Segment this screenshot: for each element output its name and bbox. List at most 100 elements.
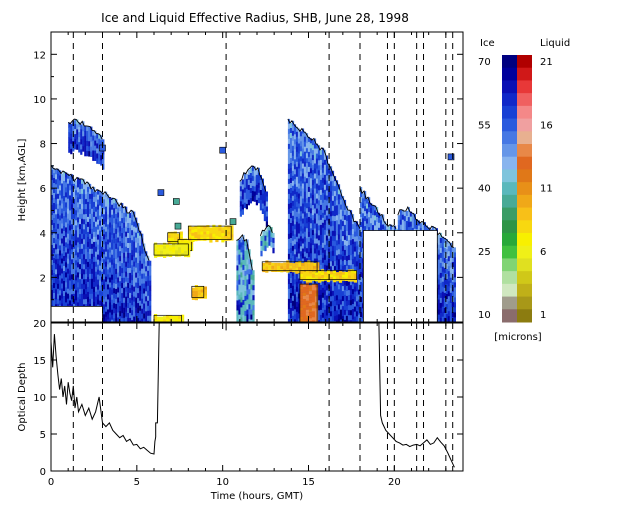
- colorbar-liquid-swatch: [517, 118, 532, 132]
- colorbar-ice-swatch: [502, 182, 517, 196]
- colorbar-ice-swatch: [502, 258, 517, 272]
- colorbar-liquid-swatch: [517, 309, 532, 323]
- liquid-cloud-region: [153, 242, 191, 258]
- liquid-cloud-region: [299, 269, 358, 283]
- cloud-top-outline: [51, 164, 76, 183]
- colorbar-liquid-swatch: [517, 207, 532, 221]
- colorbar-liquid-tick: 6: [540, 247, 546, 258]
- colorbar-ice-swatch: [502, 144, 517, 158]
- colorbar-ice-swatch: [502, 156, 517, 170]
- optical-depth-y-axis-label: Optical Depth: [17, 363, 28, 432]
- cloud-top-outline: [67, 118, 103, 140]
- colorbar-ice-swatch: [502, 118, 517, 132]
- colorbar-liquid-swatch: [517, 220, 532, 234]
- colorbar-ice-swatch: [502, 67, 517, 81]
- no-data-region: [51, 306, 103, 322]
- y-tick-label: 15: [33, 356, 46, 367]
- ice-cloud-region: [236, 233, 255, 322]
- cloud-top-outline: [74, 176, 112, 199]
- colorbar-ice-swatch: [502, 245, 517, 259]
- y-tick-label: 10: [33, 393, 46, 404]
- x-tick-label: 0: [48, 477, 54, 488]
- liquid-cloud-region: [261, 260, 320, 274]
- colorbar-ice-swatch: [502, 309, 517, 323]
- cloud-top-outline: [397, 206, 454, 248]
- x-tick-label: 15: [302, 477, 315, 488]
- cloud-patch: [174, 222, 182, 230]
- y-tick-label: 5: [40, 430, 46, 441]
- cloud-top-outline: [239, 165, 267, 192]
- cloud-patch: [219, 146, 226, 154]
- x-tick-label: 20: [388, 477, 401, 488]
- colorbar-liquid-swatch: [517, 245, 532, 259]
- colorbar-liquid-swatch: [517, 131, 532, 145]
- x-tick-label: 5: [134, 477, 140, 488]
- liquid-cloud-region: [191, 285, 207, 301]
- liquid-cloud-region: [187, 224, 234, 243]
- no-data-region: [363, 230, 438, 322]
- ice-cloud-region: [110, 197, 152, 322]
- y-tick-label: 10: [33, 95, 46, 106]
- ice-cloud-region: [67, 118, 105, 170]
- colorbar-ice-tick: 25: [478, 247, 491, 258]
- y-tick-label: 6: [40, 184, 46, 195]
- colorbar-ice-swatch: [502, 105, 517, 120]
- colorbar: Ice Liquid 70 55 40 25 10 21 16 11 6 1 [microns]: [478, 38, 570, 343]
- y-tick-label: 8: [40, 140, 46, 151]
- optical-depth-axes-frame: [50, 322, 464, 472]
- cloud-top-outline: [110, 197, 150, 261]
- cloud-top-outline: [259, 224, 273, 237]
- colorbar-liquid-tick: 21: [540, 57, 553, 68]
- colorbar-ice-swatch: [502, 93, 517, 107]
- cloud-top-outline: [359, 186, 397, 230]
- colorbar-ice-tick: 40: [478, 184, 491, 195]
- chart-title: Ice and Liquid Effective Radius, SHB, Ju…: [101, 11, 409, 25]
- colorbar-ice-swatch: [502, 55, 517, 69]
- x-axis-label: Time (hours, GMT): [210, 491, 304, 502]
- cloud-top-outline: [287, 118, 361, 229]
- colorbar-ice-swatch: [502, 233, 517, 247]
- cloud-top-outline: [236, 233, 253, 271]
- colorbar-ice-tick: 70: [478, 57, 491, 68]
- colorbar-ice-tick: 10: [478, 310, 491, 321]
- colorbar-liquid-swatch: [517, 67, 532, 81]
- y-tick-label: 12: [33, 50, 46, 61]
- colorbar-ice-swatch: [502, 169, 517, 183]
- cloud-patch: [447, 153, 455, 161]
- colorbar-liquid-swatch: [517, 55, 532, 69]
- colorbar-ice-swatch: [502, 207, 517, 221]
- colorbar-liquid-swatch: [517, 271, 532, 285]
- y-tick-label: 2: [40, 273, 46, 284]
- x-tick-label: 10: [216, 477, 229, 488]
- y-tick-label: 20: [33, 319, 46, 330]
- colorbar-ice-swatch: [502, 271, 517, 285]
- colorbar-units: [microns]: [494, 332, 541, 343]
- effective-radius-panel: 2 4 6 8 10 12 Height [km,AGL]: [17, 31, 464, 323]
- colorbar-ice-swatch: [502, 194, 517, 209]
- colorbar-liquid-swatch: [517, 283, 532, 298]
- colorbar-liquid-swatch: [517, 258, 532, 272]
- colorbar-liquid-swatch: [517, 80, 532, 94]
- ice-cloud-region: [239, 165, 268, 227]
- colorbar-liquid-swatch: [517, 93, 532, 107]
- cloud-patch: [173, 198, 180, 205]
- colorbar-liquid-label: Liquid: [540, 38, 570, 49]
- colorbar-ice-swatch: [502, 131, 517, 145]
- ice-cloud-region: [287, 118, 363, 322]
- colorbar-liquid-swatch: [517, 194, 532, 209]
- colorbar-ice-tick: 55: [478, 120, 491, 131]
- ice-cloud-region: [74, 176, 114, 322]
- colorbar-liquid-tick: 11: [540, 184, 553, 195]
- colorbar-liquid-swatch: [517, 144, 532, 158]
- y-tick-label: 0: [40, 467, 46, 478]
- colorbar-liquid-swatch: [517, 182, 532, 196]
- colorbar-liquid-tick: 16: [540, 120, 553, 131]
- colorbar-ice-swatch: [502, 296, 517, 310]
- colorbar-ice-swatch: [502, 80, 517, 94]
- colorbar-liquid-swatch: [517, 296, 532, 310]
- cloud-patch: [157, 189, 165, 196]
- ice-cloud-region: [259, 224, 275, 257]
- colorbar-liquid-swatch: [517, 156, 532, 170]
- colorbar-ice-swatch: [502, 283, 517, 298]
